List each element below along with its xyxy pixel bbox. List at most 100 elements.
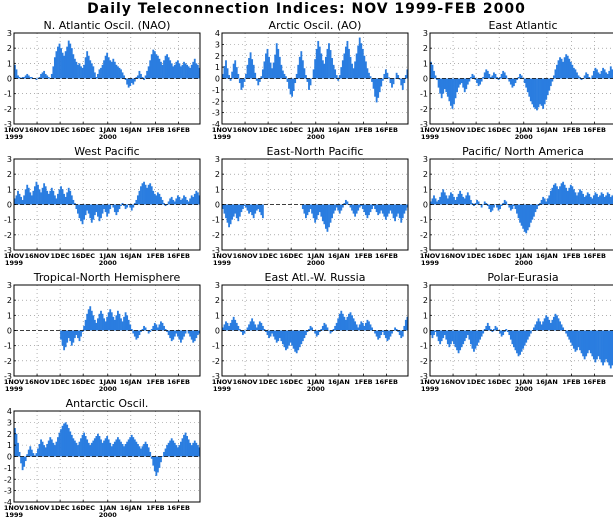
bar — [499, 330, 502, 334]
bar — [275, 330, 278, 343]
bar — [320, 328, 323, 331]
bar — [397, 204, 400, 214]
bar — [55, 51, 58, 79]
bar — [400, 204, 403, 223]
bar — [92, 66, 95, 79]
bar — [98, 436, 101, 457]
bar — [332, 204, 335, 214]
bar — [513, 78, 515, 87]
bar — [453, 330, 455, 345]
bar — [514, 78, 517, 84]
bar — [519, 330, 521, 355]
bar — [371, 327, 373, 331]
y-tick-label: 0 — [7, 453, 12, 462]
bar — [44, 186, 47, 205]
bar — [406, 204, 409, 208]
bar — [539, 321, 541, 331]
bar — [468, 78, 471, 82]
bar — [181, 64, 184, 79]
bar — [192, 330, 195, 343]
bar — [440, 330, 443, 342]
bar — [53, 445, 56, 457]
bar — [113, 441, 116, 457]
bar — [70, 330, 73, 346]
bar — [303, 204, 306, 214]
bar — [579, 330, 581, 351]
bar — [589, 330, 592, 354]
bar — [457, 330, 460, 354]
bar — [166, 330, 169, 333]
bar — [306, 330, 309, 333]
bar — [351, 315, 353, 331]
bar — [97, 318, 99, 331]
bar — [80, 204, 82, 222]
panel-title: N. Atlantic Oscil. (NAO) — [44, 19, 171, 32]
bar — [491, 204, 494, 211]
bar — [78, 204, 81, 219]
x-tick-label: 16JAN — [536, 126, 558, 134]
bar — [378, 330, 381, 339]
bar — [523, 78, 526, 84]
x-tick-label: 16JAN — [120, 504, 142, 512]
y-tick-label: -3 — [420, 120, 428, 129]
chart-panel: Antarctic Oscil. -4 -3 -2 -1 0 1 2 3 4 1NOV 16NOV 1D… — [4, 397, 201, 519]
bar — [332, 64, 335, 79]
bar — [476, 199, 478, 205]
bar — [479, 78, 482, 85]
x-tick-label: 1DEC — [259, 126, 278, 134]
bar — [454, 330, 457, 348]
bar — [164, 55, 167, 79]
bar — [406, 69, 409, 79]
bar — [183, 330, 185, 337]
bar — [488, 204, 491, 210]
bar — [89, 204, 92, 219]
bar — [261, 204, 264, 219]
bar — [288, 330, 290, 346]
bar — [374, 204, 377, 210]
x-tick-label: 16DEC — [487, 378, 511, 386]
bar — [443, 78, 446, 90]
bar — [560, 324, 563, 331]
bar — [24, 456, 27, 462]
bar — [391, 204, 393, 214]
bar — [21, 456, 24, 471]
bar — [101, 442, 104, 457]
bar — [103, 204, 105, 210]
x-tick-label: 1NOV — [420, 378, 440, 386]
bar — [503, 199, 506, 205]
bar — [93, 72, 96, 79]
bar — [401, 204, 404, 219]
bar — [436, 330, 438, 337]
bar — [439, 78, 442, 94]
bar — [61, 52, 64, 79]
bar — [234, 60, 237, 79]
bar — [124, 204, 127, 210]
bar — [266, 48, 269, 79]
bar — [87, 309, 90, 331]
bar — [152, 456, 155, 466]
bar — [29, 76, 32, 79]
bar — [261, 325, 264, 331]
bar — [93, 319, 96, 331]
bar — [251, 59, 254, 79]
bar — [583, 75, 586, 79]
bar — [552, 75, 555, 79]
bar — [161, 456, 164, 457]
bar — [146, 70, 149, 79]
bar — [97, 204, 99, 217]
bar — [55, 198, 58, 205]
bar — [161, 199, 164, 205]
bar — [110, 312, 113, 331]
bar — [222, 327, 224, 331]
y-tick-label: 0 — [423, 201, 428, 210]
bar — [562, 181, 565, 205]
bar — [517, 204, 520, 219]
bar — [462, 78, 465, 88]
bar — [135, 76, 138, 79]
bar — [222, 204, 224, 210]
bar — [437, 199, 440, 205]
bar — [127, 78, 130, 88]
y-tick-label: 3 — [423, 29, 428, 38]
bar — [568, 330, 571, 340]
